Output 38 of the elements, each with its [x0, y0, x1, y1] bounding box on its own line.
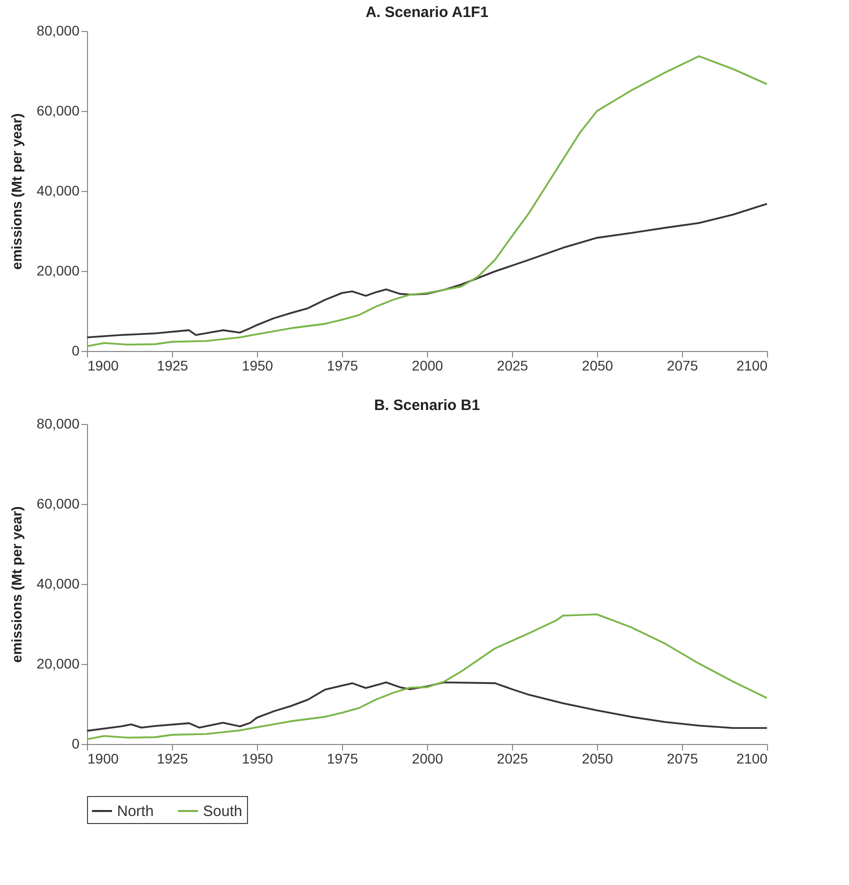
- x-tick-label: 1975: [326, 750, 358, 766]
- legend-label: North: [117, 803, 154, 820]
- line-series: [86, 202, 768, 338]
- y-tick-label: 0: [72, 342, 80, 358]
- y-tick-label: 60,000: [36, 496, 80, 512]
- x-tick-label: 2075: [666, 750, 698, 766]
- y-tick-label: 80,000: [36, 22, 80, 38]
- x-tick-label: 1900: [88, 358, 119, 374]
- y-tick-label: 0: [72, 736, 80, 752]
- x-tick-label: 2075: [666, 358, 698, 374]
- x-tick-label: 2000: [412, 750, 444, 766]
- y-tick-label: 40,000: [36, 576, 80, 592]
- chart-title: A. Scenario A1F1: [366, 4, 488, 21]
- x-tick-label: 2025: [496, 750, 528, 766]
- y-tick-label: 60,000: [36, 102, 80, 118]
- x-tick-label: 1975: [326, 358, 358, 374]
- line-series: [86, 682, 768, 732]
- x-tick-label: 2050: [582, 358, 614, 374]
- chart-title: B. Scenario B1: [374, 397, 480, 414]
- y-tick-label: 80,000: [36, 416, 80, 432]
- x-tick-label: 2000: [412, 358, 444, 374]
- x-tick-label: 2100: [736, 358, 768, 374]
- line-series: [86, 55, 768, 348]
- x-tick-label: 1925: [156, 358, 188, 374]
- x-tick-label: 2050: [582, 750, 614, 766]
- y-tick-label: 20,000: [36, 656, 80, 672]
- y-tick-label: 20,000: [36, 262, 80, 278]
- y-axis-title: emissions (Mt per year): [8, 113, 25, 270]
- x-tick-label: 2025: [496, 358, 528, 374]
- y-tick-label: 40,000: [36, 182, 80, 198]
- line-series: [86, 614, 768, 740]
- x-tick-label: 2100: [736, 750, 768, 766]
- y-axis-title: emissions (Mt per year): [8, 506, 25, 663]
- x-tick-label: 1925: [156, 750, 188, 766]
- x-tick-label: 1950: [242, 750, 274, 766]
- legend-label: South: [203, 803, 242, 820]
- x-tick-label: 1950: [242, 358, 274, 374]
- x-tick-label: 1900: [88, 750, 119, 766]
